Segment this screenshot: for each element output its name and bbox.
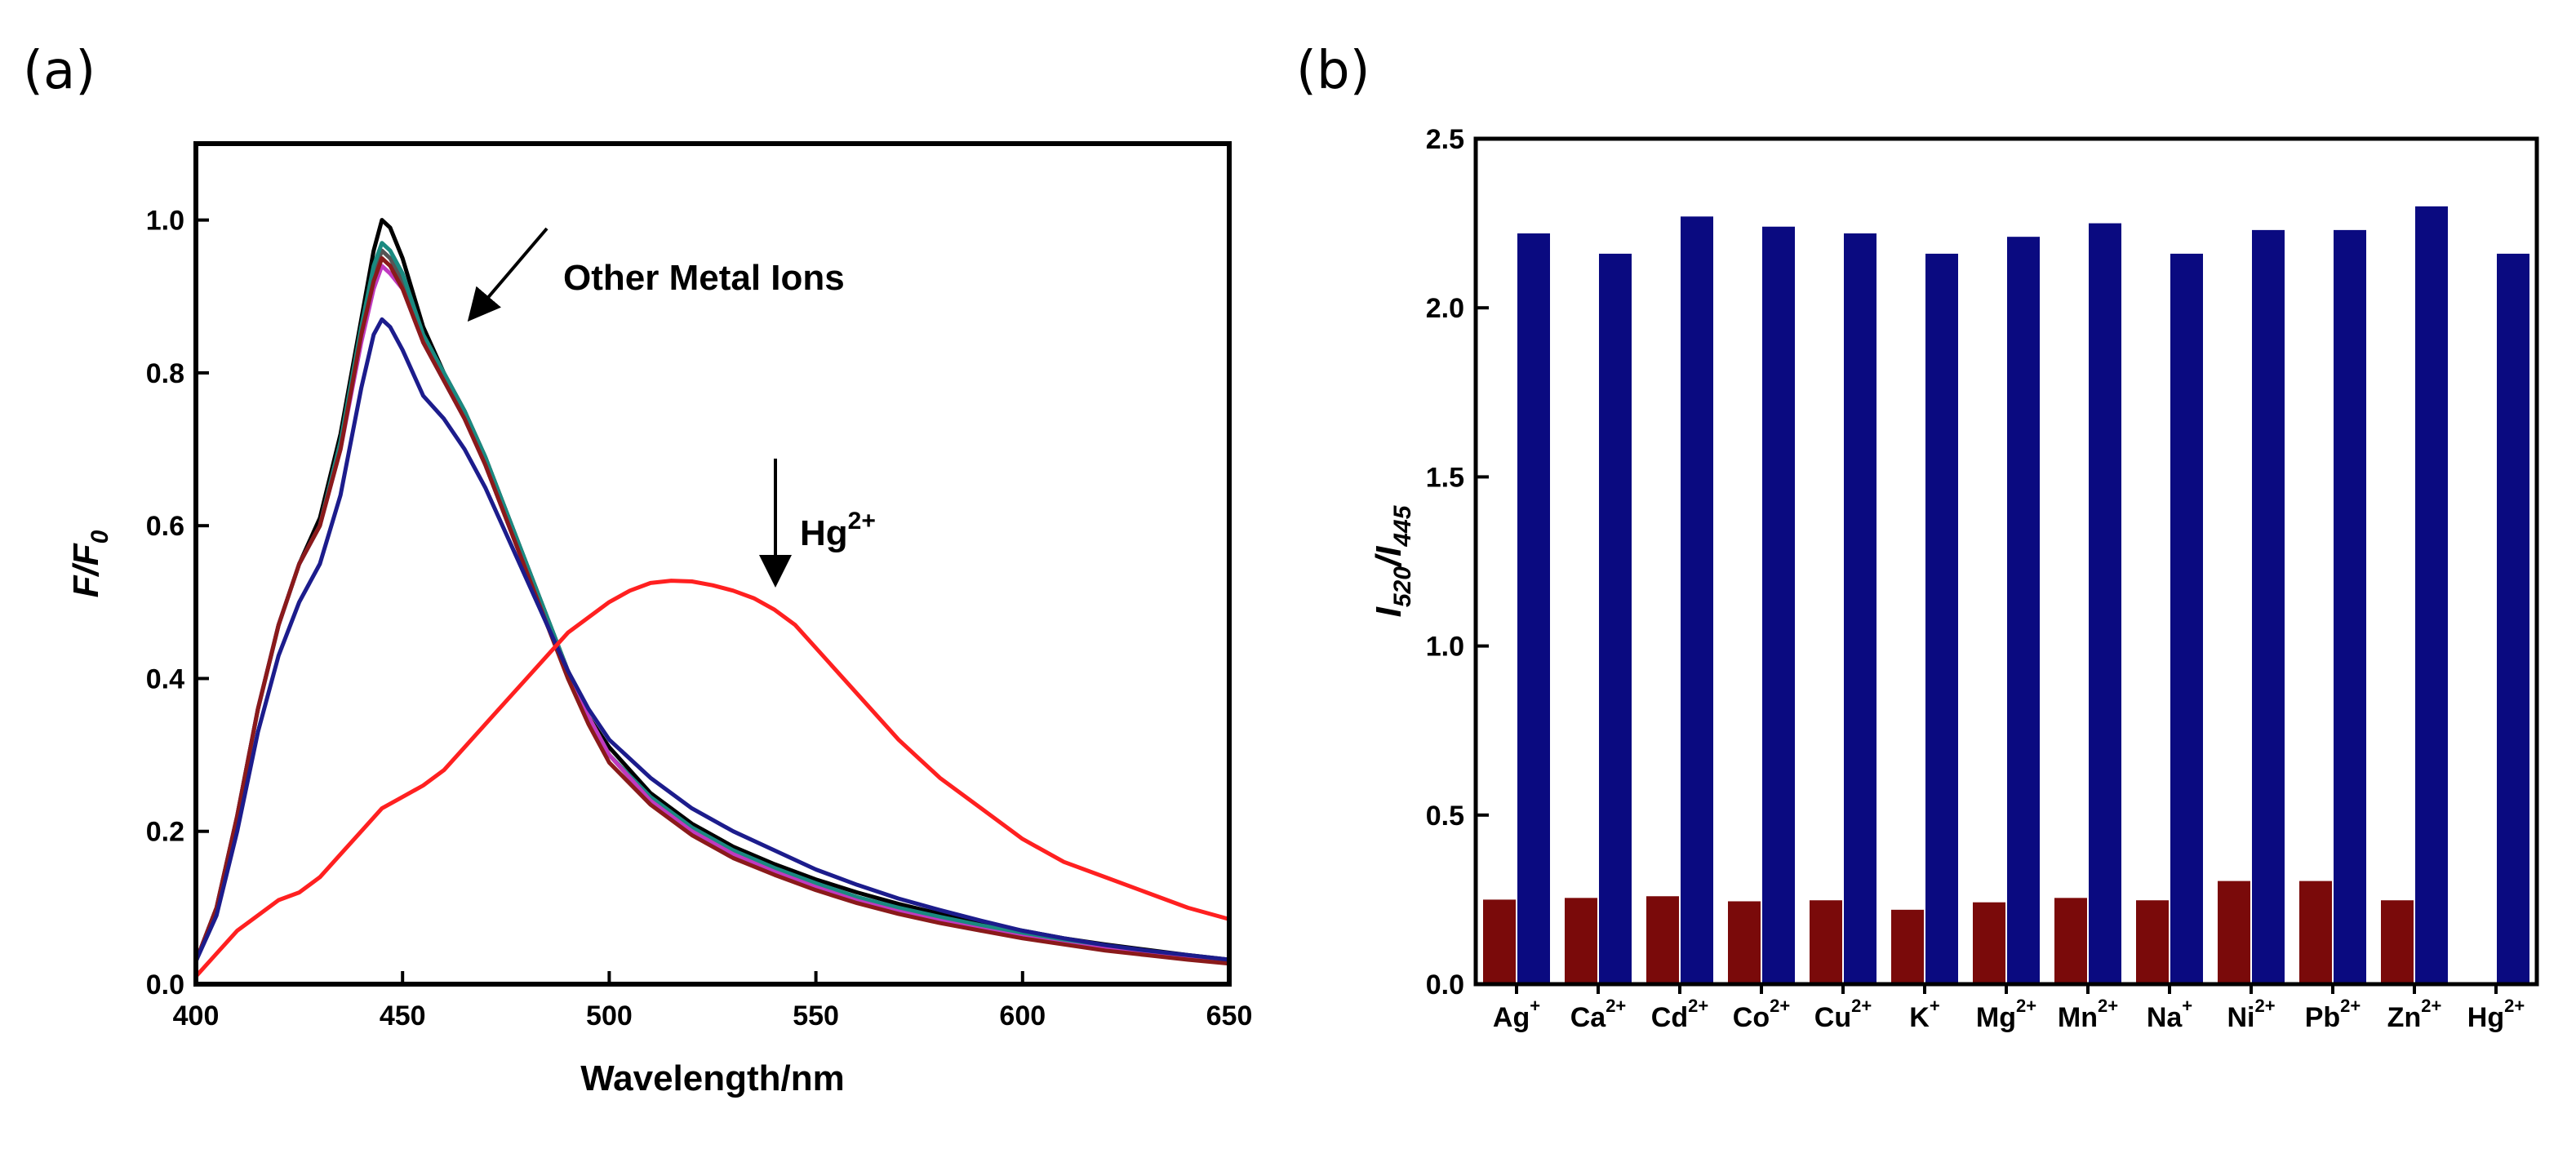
bar-with-hg-ag [1517,233,1550,985]
y-tick-label-a: 0.8 [146,358,184,389]
category-label-mg: Mg2+ [1976,996,2036,1033]
bar-alone-co [1728,901,1761,984]
category-label-na: Na+ [2147,996,2192,1033]
bar-with-hg-mn [2089,223,2121,985]
x-tick-label-a: 450 [380,1000,426,1031]
series-line-7 [194,579,1230,978]
x-tick-label-a: 550 [793,1000,839,1031]
y-axis-title-b-slash: /I [1369,546,1409,568]
plot-frame-b [1473,136,2539,987]
bar-alone-k [1891,909,1924,984]
bar-alone-pb [2299,881,2332,984]
x-tick-label-a: 600 [999,1000,1046,1031]
y-tick-label-b: 1.5 [1426,462,1464,493]
panel-a: (a) 0.0 0.2 0.4 0.6 0.8 1.0 400 450 500 550 600 65… [23,41,1252,1098]
category-label-hg: Hg2+ [2467,996,2525,1033]
series-line-3 [193,241,1230,963]
x-axis-ticks-a: 400 450 500 550 600 650 [173,971,1253,1031]
bar-alone-cu [1810,900,1842,984]
category-label-ca: Ca2+ [1570,996,1627,1033]
hg-label-sup: 2+ [848,508,876,535]
bar-alone-zn [2381,900,2414,984]
y-tick-label-a: 0.6 [146,511,184,542]
y-axis-ticks-a: 0.0 0.2 0.4 0.6 0.8 1.0 [146,206,209,1000]
x-tick-label-a: 400 [173,1000,220,1031]
panel-label-a: (a) [23,41,95,101]
panel-label-b: (b) [1296,41,1370,101]
bar-with-hg-ni [2252,229,2285,984]
y-tick-label-b: 0.0 [1426,969,1464,1000]
bar-with-hg-cd [1681,216,1713,984]
category-label-ag: Ag+ [1493,996,1540,1033]
category-label-ni: Ni2+ [2227,996,2275,1033]
other-ions-arrow [467,227,549,322]
bar-alone-mg [1973,902,2005,984]
category-labels: Ag+ Ca2+ Cd2+ Co2+ Cu2+ K+ Mg2+ Mn2+ Na+ Ni2+ Pb2+… [1493,984,2525,1033]
series-line-1 [193,218,1230,962]
y-axis-title-a: F/F0 [66,530,113,597]
category-label-cu: Cu2+ [1814,996,1872,1033]
bar-alone-mn [2054,898,2087,984]
category-label-zn: Zn2+ [2387,996,2442,1033]
y-tick-label-a: 0.2 [146,817,184,848]
y-axis-title-a-main: F/F [66,543,106,597]
x-tick-label-a: 500 [586,1000,633,1031]
bar-with-hg-pb [2334,229,2366,984]
y-tick-label-a: 0.0 [146,969,184,1000]
hg-label: Hg2+ [800,508,876,553]
hg-label-main: Hg [800,513,848,553]
category-label-pb: Pb2+ [2305,996,2361,1033]
category-label-co: Co2+ [1733,996,1790,1033]
series-line-6 [193,317,1230,962]
y-tick-label-b: 2.5 [1426,124,1464,155]
series-line-2 [193,248,1230,965]
y-tick-label-b: 1.0 [1426,632,1464,663]
y-tick-label-a: 1.0 [146,206,184,237]
y-axis-ticks-b: 0.0 0.5 1.0 1.5 2.0 2.5 [1426,124,1489,1000]
bar-with-hg-hg [2497,253,2529,984]
bar-with-hg-mg [2007,237,2040,984]
x-axis-title-a: Wavelength/nm [580,1058,845,1098]
y-tick-label-a: 0.4 [146,663,184,694]
bar-with-hg-k [1925,253,1958,984]
other-ions-label: Other Metal Ions [563,258,845,298]
plot-frame-a [193,141,1232,987]
y-axis-title-b-i1: I [1369,606,1409,617]
category-label-k: K+ [1909,996,1939,1033]
y-axis-title-b-sub2: 445 [1389,504,1416,547]
panel-b: (b) 0.0 0.5 1.0 1.5 2.0 2.5 Ag+ Ca2+ Cd2+ Co2+ Cu… [1296,41,2539,1033]
bar-alone-ca [1565,898,1597,984]
x-tick-label-a: 650 [1206,1000,1253,1031]
y-axis-title-b-sub1: 520 [1389,566,1416,607]
series-line-5 [193,256,1230,966]
bar-alone-ag [1483,899,1516,984]
y-axis-title-b: I520/I445 [1369,504,1416,617]
y-axis-title-a-sub: 0 [87,530,113,543]
bar-alone-cd [1646,896,1679,984]
bar-with-hg-cu [1844,233,1876,985]
bar-with-hg-na [2170,253,2203,984]
bars [1483,206,2529,985]
bar-with-hg-co [1762,226,1795,984]
y-tick-label-b: 2.0 [1426,293,1464,324]
category-label-mn: Mn2+ [2058,996,2118,1033]
category-label-cd: Cd2+ [1651,996,1708,1033]
bar-with-hg-ca [1599,253,1632,984]
bar-alone-ni [2218,881,2250,984]
bar-alone-na [2136,900,2169,984]
y-tick-label-b: 0.5 [1426,801,1464,832]
spectra-lines [193,218,1230,978]
bar-with-hg-zn [2415,206,2448,984]
